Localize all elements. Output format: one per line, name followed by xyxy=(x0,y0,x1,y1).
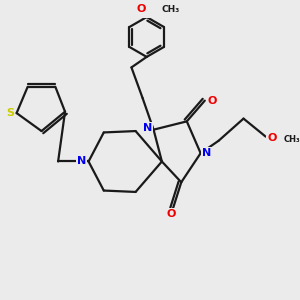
Text: S: S xyxy=(7,108,14,118)
Text: N: N xyxy=(77,157,86,166)
Text: N: N xyxy=(143,123,152,133)
Text: N: N xyxy=(202,148,211,158)
Text: O: O xyxy=(167,209,176,219)
Text: O: O xyxy=(267,133,276,143)
Text: O: O xyxy=(136,4,146,14)
Text: CH₃: CH₃ xyxy=(284,135,300,144)
Text: O: O xyxy=(207,96,216,106)
Text: CH₃: CH₃ xyxy=(161,5,179,14)
